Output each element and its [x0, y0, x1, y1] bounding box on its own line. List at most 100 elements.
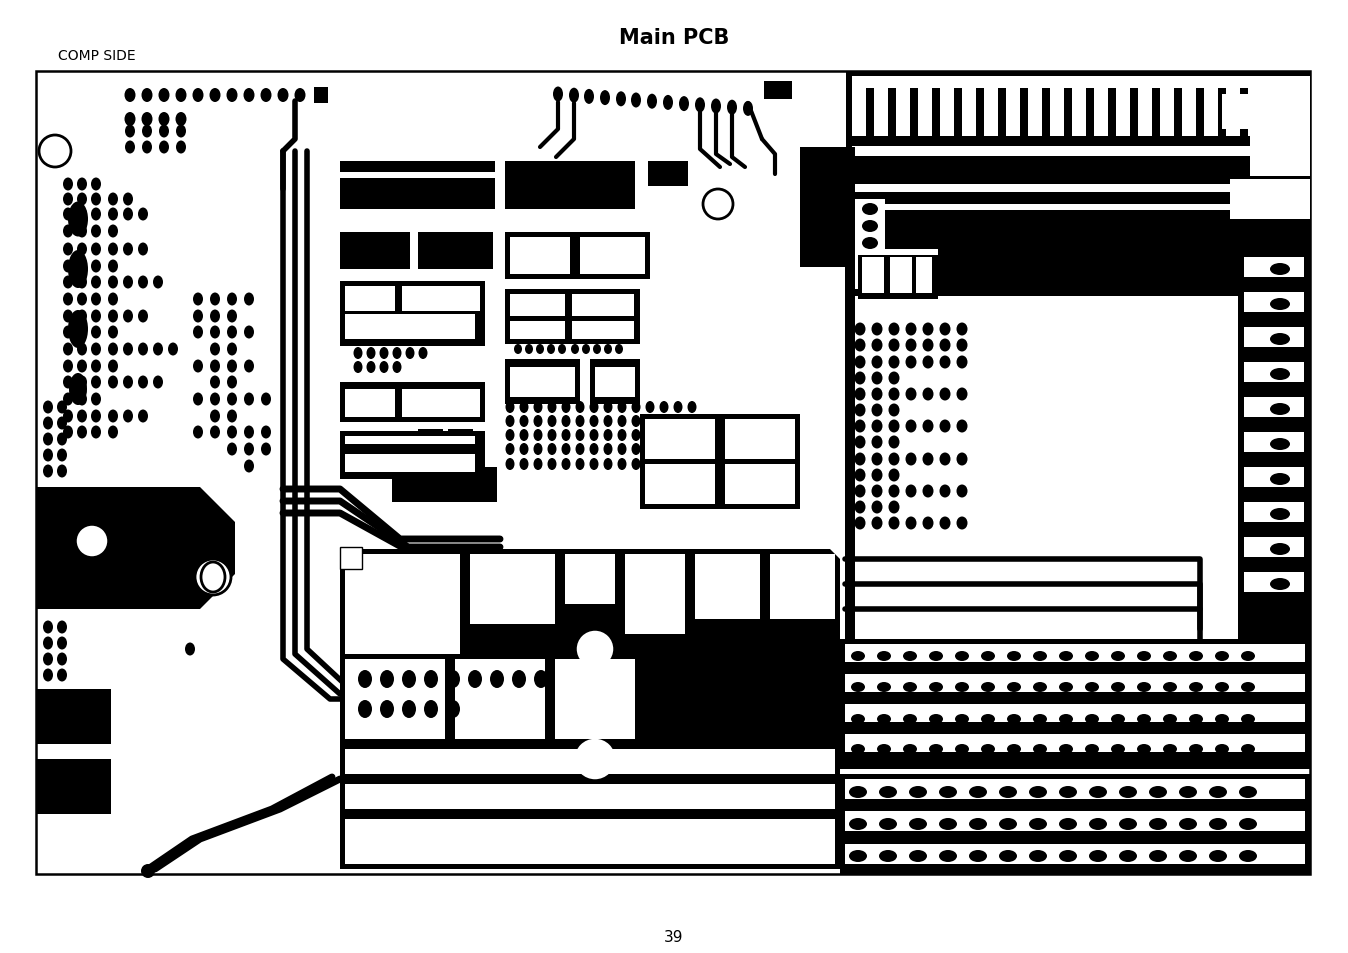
Bar [845, 780, 1305, 800]
Ellipse shape [210, 426, 220, 439]
Bar [840, 639, 1310, 769]
Ellipse shape [534, 416, 542, 428]
Bar [1138, 82, 1153, 137]
Ellipse shape [1111, 651, 1126, 661]
Ellipse shape [855, 372, 865, 385]
Ellipse shape [137, 209, 148, 221]
Ellipse shape [906, 339, 917, 352]
Ellipse shape [922, 485, 934, 498]
Bar [345, 390, 395, 417]
Ellipse shape [125, 141, 135, 154]
Bar [345, 555, 460, 655]
Ellipse shape [940, 339, 950, 352]
Ellipse shape [406, 348, 414, 359]
Ellipse shape [506, 443, 515, 456]
Ellipse shape [1148, 786, 1167, 799]
Bar [857, 250, 938, 255]
Bar [1244, 257, 1304, 277]
Bar [764, 82, 793, 100]
Ellipse shape [576, 443, 585, 456]
Bar [590, 359, 640, 405]
Ellipse shape [888, 388, 899, 401]
Ellipse shape [92, 178, 101, 192]
Bar [696, 555, 760, 619]
Ellipse shape [226, 426, 237, 439]
Bar [510, 294, 565, 316]
Bar [640, 415, 799, 510]
Bar [644, 464, 714, 504]
Ellipse shape [92, 243, 101, 256]
Ellipse shape [1029, 786, 1047, 799]
Bar [845, 844, 1305, 864]
Bar [345, 659, 445, 740]
Ellipse shape [519, 458, 528, 471]
Ellipse shape [999, 818, 1016, 830]
Ellipse shape [123, 310, 133, 323]
Ellipse shape [108, 426, 119, 439]
Ellipse shape [92, 276, 101, 289]
Bar [917, 257, 931, 294]
Bar [1116, 82, 1130, 137]
Bar [418, 399, 443, 417]
Ellipse shape [92, 294, 101, 306]
Ellipse shape [392, 348, 402, 359]
Ellipse shape [43, 653, 53, 666]
Ellipse shape [278, 89, 288, 103]
Ellipse shape [582, 345, 590, 355]
Ellipse shape [547, 458, 557, 471]
Ellipse shape [872, 356, 883, 369]
Ellipse shape [506, 430, 515, 441]
Ellipse shape [872, 372, 883, 385]
Ellipse shape [872, 453, 883, 466]
Ellipse shape [1209, 818, 1227, 830]
Ellipse shape [506, 401, 515, 414]
Bar [890, 257, 913, 294]
Bar [840, 774, 1310, 874]
Ellipse shape [909, 818, 927, 830]
Bar [845, 644, 1305, 662]
Ellipse shape [888, 501, 899, 514]
Ellipse shape [77, 343, 88, 356]
Ellipse shape [226, 360, 237, 374]
Ellipse shape [392, 361, 402, 374]
Ellipse shape [888, 323, 899, 336]
Ellipse shape [43, 449, 53, 462]
Ellipse shape [1085, 682, 1099, 692]
Ellipse shape [576, 401, 585, 414]
Ellipse shape [906, 388, 917, 401]
Ellipse shape [123, 243, 133, 256]
Ellipse shape [878, 682, 891, 692]
Circle shape [576, 629, 615, 669]
Ellipse shape [226, 326, 237, 339]
Ellipse shape [940, 388, 950, 401]
Ellipse shape [1085, 714, 1099, 724]
Ellipse shape [1089, 786, 1107, 799]
Bar [402, 287, 480, 312]
Ellipse shape [92, 360, 101, 374]
Bar [1248, 82, 1262, 137]
Ellipse shape [872, 323, 883, 336]
Bar [1244, 573, 1304, 593]
Ellipse shape [1060, 744, 1073, 754]
Bar [580, 237, 644, 274]
Ellipse shape [63, 393, 73, 406]
Ellipse shape [872, 517, 883, 530]
Ellipse shape [909, 786, 927, 799]
Ellipse shape [1239, 818, 1256, 830]
Ellipse shape [872, 469, 883, 482]
Ellipse shape [177, 126, 186, 138]
Ellipse shape [888, 356, 899, 369]
Ellipse shape [226, 294, 237, 306]
Ellipse shape [123, 343, 133, 356]
Ellipse shape [687, 416, 697, 428]
Ellipse shape [646, 443, 655, 456]
Ellipse shape [631, 401, 640, 414]
Bar [1182, 82, 1196, 137]
Ellipse shape [244, 460, 253, 473]
Ellipse shape [888, 404, 899, 417]
Ellipse shape [534, 443, 542, 456]
Ellipse shape [524, 345, 532, 355]
Ellipse shape [1060, 651, 1073, 661]
Ellipse shape [954, 744, 969, 754]
Ellipse shape [631, 458, 640, 471]
